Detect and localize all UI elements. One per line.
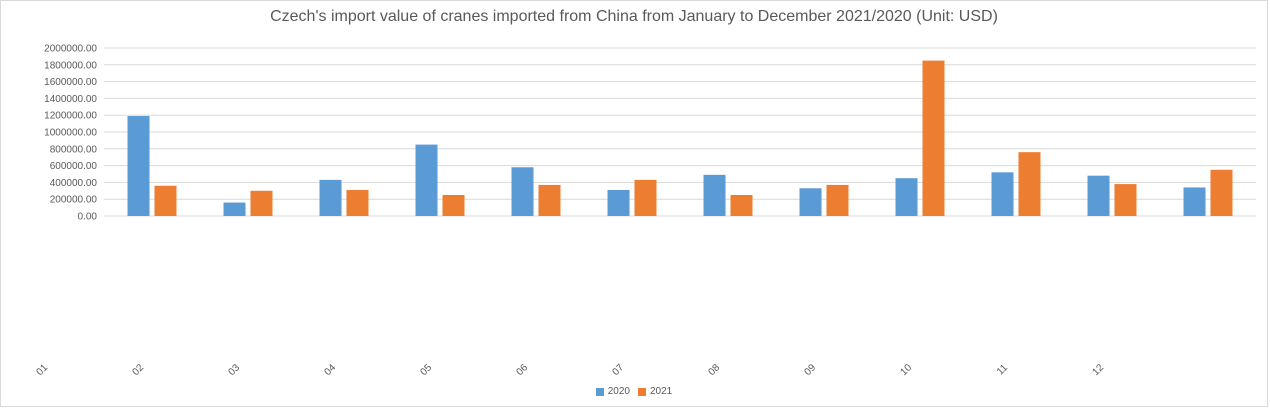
legend-item-2020: 2020 [595, 386, 630, 397]
bar-2020-07 [703, 174, 726, 216]
bar-2021-11 [1114, 184, 1137, 216]
legend-swatch-2021 [638, 387, 646, 396]
y-tick-label: 600000.00 [50, 161, 98, 172]
x-tick-label: 04 [322, 362, 338, 378]
bar-2020-10 [991, 172, 1014, 216]
legend-item-2021: 2021 [638, 386, 672, 397]
bar-2021-06 [634, 179, 657, 216]
legend: 2020 2021 [0, 386, 1268, 397]
y-axis-tick-labels: 0.00 200000.00 400000.00 600000.00 800000.00… [44, 44, 97, 223]
bar-2021-02 [250, 190, 273, 216]
gridlines [104, 47, 1256, 217]
bar-2021-05 [538, 184, 561, 216]
chart-title: Czech's import value of cranes imported … [270, 8, 998, 25]
bars [127, 60, 1233, 216]
bar-2020-01 [127, 116, 150, 216]
y-tick-label: 1800000.00 [44, 60, 97, 71]
x-tick-label: 11 [995, 362, 1010, 377]
x-tick-label: 10 [898, 362, 914, 378]
bar-2021-07 [730, 195, 753, 216]
x-tick-label: 08 [706, 362, 722, 378]
bar-2021-04 [442, 195, 465, 216]
bar-2020-08 [799, 188, 822, 216]
bar-2021-01 [154, 185, 177, 216]
bar-2020-12 [1183, 187, 1206, 216]
legend-label-2020: 2020 [607, 386, 630, 397]
bar-2021-03 [346, 189, 369, 216]
y-tick-label: 800000.00 [50, 144, 98, 155]
legend-swatch-2020 [595, 387, 604, 396]
bar-2021-09 [922, 60, 945, 216]
y-tick-label: 1000000.00 [44, 128, 97, 139]
x-axis-tick-labels: 01 02 03 04 05 06 07 08 09 10 11 12 [34, 362, 1106, 378]
x-tick-label: 02 [130, 362, 146, 378]
x-tick-label: 06 [514, 362, 530, 378]
bar-2020-02 [223, 202, 246, 216]
x-tick-label: 05 [418, 362, 434, 378]
x-tick-label: 12 [1090, 362, 1106, 378]
bar-2021-08 [826, 184, 849, 216]
bar-2020-11 [1087, 175, 1110, 216]
x-tick-label: 03 [226, 362, 242, 378]
legend-label-2021: 2021 [650, 386, 673, 397]
bar-2020-05 [511, 167, 534, 216]
x-tick-label: 09 [802, 362, 818, 378]
y-tick-label: 1200000.00 [44, 111, 97, 122]
bar-2020-03 [319, 179, 342, 216]
bar-2020-06 [607, 189, 630, 216]
y-tick-label: 0.00 [78, 212, 98, 223]
y-tick-label: 1400000.00 [44, 94, 97, 105]
x-tick-label: 01 [34, 362, 50, 378]
bar-2021-12 [1210, 169, 1233, 216]
bar-2020-09 [895, 178, 918, 216]
bar-2021-10 [1018, 152, 1041, 216]
bar-2020-04 [415, 144, 438, 216]
y-tick-label: 400000.00 [50, 178, 98, 189]
y-tick-label: 200000.00 [50, 195, 98, 206]
x-tick-label: 07 [610, 362, 626, 378]
y-tick-label: 2000000.00 [44, 44, 97, 55]
y-tick-label: 1600000.00 [44, 77, 97, 88]
